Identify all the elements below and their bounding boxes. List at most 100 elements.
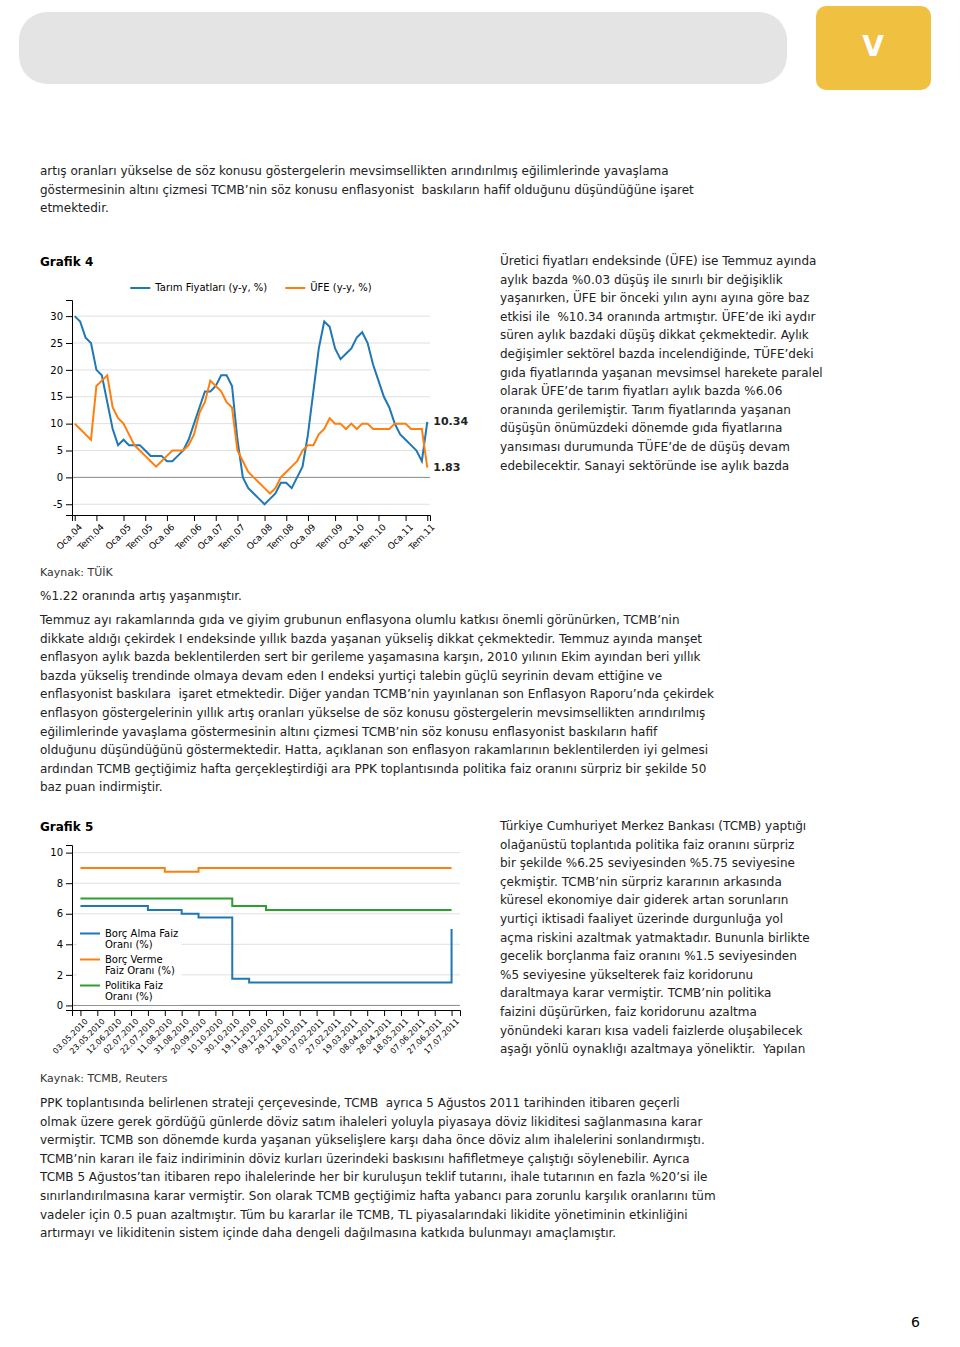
legend-swatch (285, 287, 305, 289)
y-tick-label: 25 (50, 338, 63, 349)
y-tick-label: 10 (50, 847, 63, 858)
x-tick-mark (237, 515, 238, 521)
x-axis-line (73, 1011, 461, 1017)
x-tick-mark (367, 1010, 368, 1016)
y-tick-mark (66, 343, 72, 344)
y-tick-label: 5 (57, 445, 63, 456)
y-tick-label: -5 (53, 499, 63, 510)
y-tick-mark (66, 944, 72, 945)
x-tick-mark (215, 1010, 216, 1016)
y-tick-label: 0 (57, 472, 63, 483)
page-number: 6 (911, 1314, 920, 1330)
y-tick-mark (66, 975, 72, 976)
y-tick-mark (66, 424, 72, 425)
x-tick-mark (216, 515, 217, 521)
y-tick-label: 30 (50, 311, 63, 322)
legend: Borç Alma FaizOranı (%)Borç VermeFaiz Or… (77, 925, 181, 1005)
y-tick: 25 (50, 338, 72, 349)
legend-swatch (130, 287, 150, 289)
y-tick-label: 4 (57, 939, 63, 950)
grid-line (72, 913, 460, 914)
y-tick-mark (66, 914, 72, 915)
x-tick-mark (350, 1010, 351, 1016)
source: Kaynak: TCMB, Reuters (40, 1072, 168, 1085)
x-tick-mark (80, 1010, 81, 1016)
x-tick-mark (406, 515, 407, 521)
y-tick-label: 6 (57, 908, 63, 919)
y-tick: 15 (50, 391, 72, 402)
y-tick: 10 (50, 847, 72, 858)
chart-title: Grafik 5 (40, 820, 93, 834)
y-tick-mark (66, 1005, 72, 1006)
series-line (80, 906, 451, 982)
zero-line (72, 477, 430, 478)
grid-line (72, 343, 430, 344)
y-tick-label: 2 (57, 970, 63, 981)
x-tick-mark (357, 515, 358, 521)
grid-line (72, 396, 430, 397)
y-tick-mark (66, 397, 72, 398)
legend-swatch (80, 985, 100, 987)
x-tick: 17.07.2011 (422, 1010, 461, 1056)
paragraph: artış oranları yükselse de söz konusu gö… (40, 164, 694, 215)
series-line (80, 868, 451, 872)
y-tick-mark (66, 883, 72, 884)
grid (72, 316, 430, 504)
grid-line (72, 504, 430, 505)
x-tick-mark (97, 1010, 98, 1016)
y-tick-label: 10 (50, 418, 63, 429)
legend-swatch (80, 959, 100, 961)
y-tick: 2 (57, 970, 72, 981)
logo: V (862, 30, 884, 63)
series-line (75, 375, 428, 493)
grid (72, 853, 460, 1006)
y-tick: 0 (57, 1000, 72, 1011)
x-tick: Oca.09 (288, 515, 318, 552)
series-line (75, 316, 428, 504)
y-tick-mark (66, 316, 72, 317)
x-tick-mark (114, 1010, 115, 1016)
y-tick-label: 20 (50, 365, 63, 376)
y-tick: 10 (50, 418, 72, 429)
x-tick-mark (317, 1010, 318, 1016)
legend: Tarım Fiyatları (y-y, %)ÜFE (y-y, %) (130, 281, 371, 293)
y-tick: 30 (50, 311, 72, 322)
logo-box (816, 6, 931, 90)
y-tick-label: 15 (50, 391, 63, 402)
annotation: 10.34 (433, 415, 468, 428)
grid-line (72, 852, 460, 853)
x-tick-mark (148, 1010, 149, 1016)
y-tick: 0 (57, 472, 72, 483)
x-tick-mark (96, 515, 97, 521)
x-tick-mark (378, 515, 379, 521)
x-tick-mark (283, 1010, 284, 1016)
x-tick-label: Oca.09 (288, 522, 318, 552)
zero-line (72, 1005, 460, 1006)
x-tick-mark (199, 1010, 200, 1016)
y-tick-mark (66, 370, 72, 371)
paragraph: %1.22 oranında artış yaşanmıştır. (40, 589, 242, 603)
x-tick: Tem.10 (357, 515, 388, 553)
legend-background (77, 925, 181, 1005)
y-tick: 5 (57, 445, 72, 456)
y-tick: 4 (57, 939, 72, 950)
page: Vartış oranları yükselse de söz konusu g… (0, 0, 960, 1347)
y-tick-mark (66, 504, 72, 505)
chart: Grafik 4-5051015202530Oca.04Tem.04Oca.05… (40, 255, 468, 579)
x-tick: Oca.06 (147, 515, 177, 552)
x-tick-mark (165, 1010, 166, 1016)
paragraph: Temmuz ayı rakamlarında gıda ve giyim gr… (39, 613, 714, 794)
legend-item: Tarım Fiyatları (y-y, %) (130, 282, 267, 293)
y-tick: 6 (57, 908, 72, 919)
x-tick-mark (286, 515, 287, 521)
x-tick-mark (145, 515, 146, 521)
grid-line (72, 369, 430, 370)
x-axis-line (73, 516, 431, 522)
chart: Grafik 5024681003.05.201023.05.201012.06… (40, 820, 461, 1085)
x-tick-mark (452, 1010, 453, 1016)
chart-title: Grafik 4 (40, 255, 93, 269)
x-tick-mark (75, 515, 76, 521)
x-tick-mark (265, 515, 266, 521)
paragraph: Türkiye Cumhuriyet Merkez Bankası (TCMB)… (499, 819, 810, 1056)
x-tick-mark (335, 515, 336, 521)
